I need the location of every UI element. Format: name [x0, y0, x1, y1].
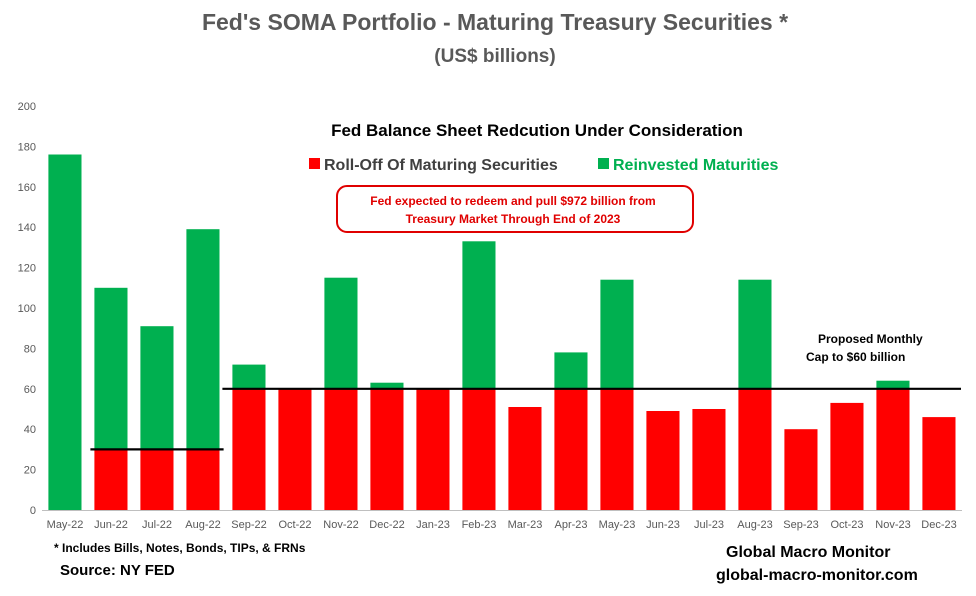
bar-reinvested: [232, 364, 266, 389]
bar-reinvested: [324, 277, 358, 389]
x-tick-label: Jun-23: [646, 519, 680, 531]
x-tick-label: Sep-22: [231, 519, 266, 531]
cap-note-line-2: Cap to $60 billion: [806, 350, 905, 364]
bar-reinvested: [186, 229, 220, 450]
x-tick-label: Dec-22: [369, 519, 404, 531]
bar-rolloff: [232, 388, 266, 510]
x-tick-label: Aug-22: [185, 519, 220, 531]
footnote: * Includes Bills, Notes, Bonds, TIPs, & …: [54, 541, 306, 555]
bar-rolloff: [554, 388, 588, 510]
bar-rolloff: [370, 388, 404, 510]
brand-name: Global Macro Monitor: [726, 544, 890, 561]
bar-reinvested: [738, 279, 772, 389]
x-tick-label: Jun-22: [94, 519, 128, 531]
bar-rolloff: [508, 407, 542, 510]
x-tick-label: Nov-23: [875, 519, 910, 531]
chart-subtitle: (US$ billions): [434, 46, 555, 67]
x-tick-label: Dec-23: [921, 519, 956, 531]
x-tick-label: Oct-22: [278, 519, 311, 531]
y-tick-label: 20: [24, 465, 36, 477]
legend-label-reinvested: Reinvested Maturities: [613, 157, 778, 174]
inner-title: Fed Balance Sheet Redcution Under Consid…: [331, 121, 743, 140]
chart-title: Fed's SOMA Portfolio - Maturing Treasury…: [202, 9, 788, 35]
bar-rolloff: [600, 388, 634, 510]
x-tick-label: Oct-23: [830, 519, 863, 531]
bar-reinvested: [876, 380, 910, 389]
x-tick-label: Apr-23: [554, 519, 587, 531]
bar-rolloff: [140, 449, 174, 510]
y-tick-label: 160: [18, 182, 36, 194]
bar-rolloff: [416, 388, 450, 510]
bars: [48, 154, 956, 510]
cap-note-line-1: Proposed Monthly: [818, 332, 923, 346]
y-tick-label: 0: [30, 505, 36, 517]
y-tick-label: 40: [24, 424, 36, 436]
bar-rolloff: [738, 388, 772, 510]
cap-lines: [90, 387, 961, 451]
y-tick-label: 120: [18, 263, 36, 275]
y-tick-label: 100: [18, 303, 36, 315]
bar-rolloff: [94, 449, 128, 510]
x-tick-label: Aug-23: [737, 519, 772, 531]
brand-website: global-macro-monitor.com: [716, 567, 918, 584]
x-tick-label: Jan-23: [416, 519, 450, 531]
source-label: Source: NY FED: [60, 562, 175, 579]
x-axis: May-22 Jun-22 Jul-22 Aug-22 Sep-22 Oct-22 Nov-…: [42, 510, 962, 531]
bar-reinvested: [462, 241, 496, 389]
legend-label-rolloff: Roll-Off Of Maturing Securities: [324, 157, 558, 174]
bar-reinvested: [370, 382, 404, 389]
bar-reinvested: [94, 287, 128, 450]
y-tick-label: 60: [24, 384, 36, 396]
bar-rolloff: [922, 417, 956, 510]
callout-line-2: Treasury Market Through End of 2023: [406, 212, 621, 226]
x-tick-label: Jul-22: [142, 519, 172, 531]
y-tick-label: 200: [18, 101, 36, 113]
callout-box: Fed expected to redeem and pull $972 bil…: [336, 185, 694, 233]
x-tick-label: May-22: [47, 519, 84, 531]
x-tick-label: Jul-23: [694, 519, 724, 531]
x-tick-label: Feb-23: [462, 519, 497, 531]
y-axis: 0 20 40 60 80 100 120 140 160 180 200: [18, 101, 36, 517]
bar-rolloff: [692, 409, 726, 510]
y-tick-label: 140: [18, 222, 36, 234]
bar-reinvested: [140, 326, 174, 450]
bar-rolloff: [186, 449, 220, 510]
legend-swatch-rolloff: [309, 158, 320, 169]
bar-rolloff: [784, 429, 818, 510]
callout-border: [336, 185, 694, 233]
bar-reinvested: [48, 154, 82, 510]
legend-swatch-reinvested: [598, 158, 609, 169]
x-tick-label: Sep-23: [783, 519, 818, 531]
bar-reinvested: [600, 279, 634, 389]
bar-rolloff: [646, 411, 680, 510]
legend: Roll-Off Of Maturing Securities Reinvest…: [309, 157, 778, 174]
bar-rolloff: [324, 388, 358, 510]
y-tick-label: 180: [18, 141, 36, 153]
x-tick-label: May-23: [599, 519, 636, 531]
y-tick-label: 80: [24, 343, 36, 355]
x-tick-label: Nov-22: [323, 519, 358, 531]
bar-reinvested: [554, 352, 588, 389]
x-tick-label: Mar-23: [508, 519, 543, 531]
callout-line-1: Fed expected to redeem and pull $972 bil…: [370, 194, 655, 208]
bar-rolloff: [876, 388, 910, 510]
bar-rolloff: [278, 388, 312, 510]
bar-rolloff: [830, 402, 864, 510]
bar-rolloff: [462, 388, 496, 510]
